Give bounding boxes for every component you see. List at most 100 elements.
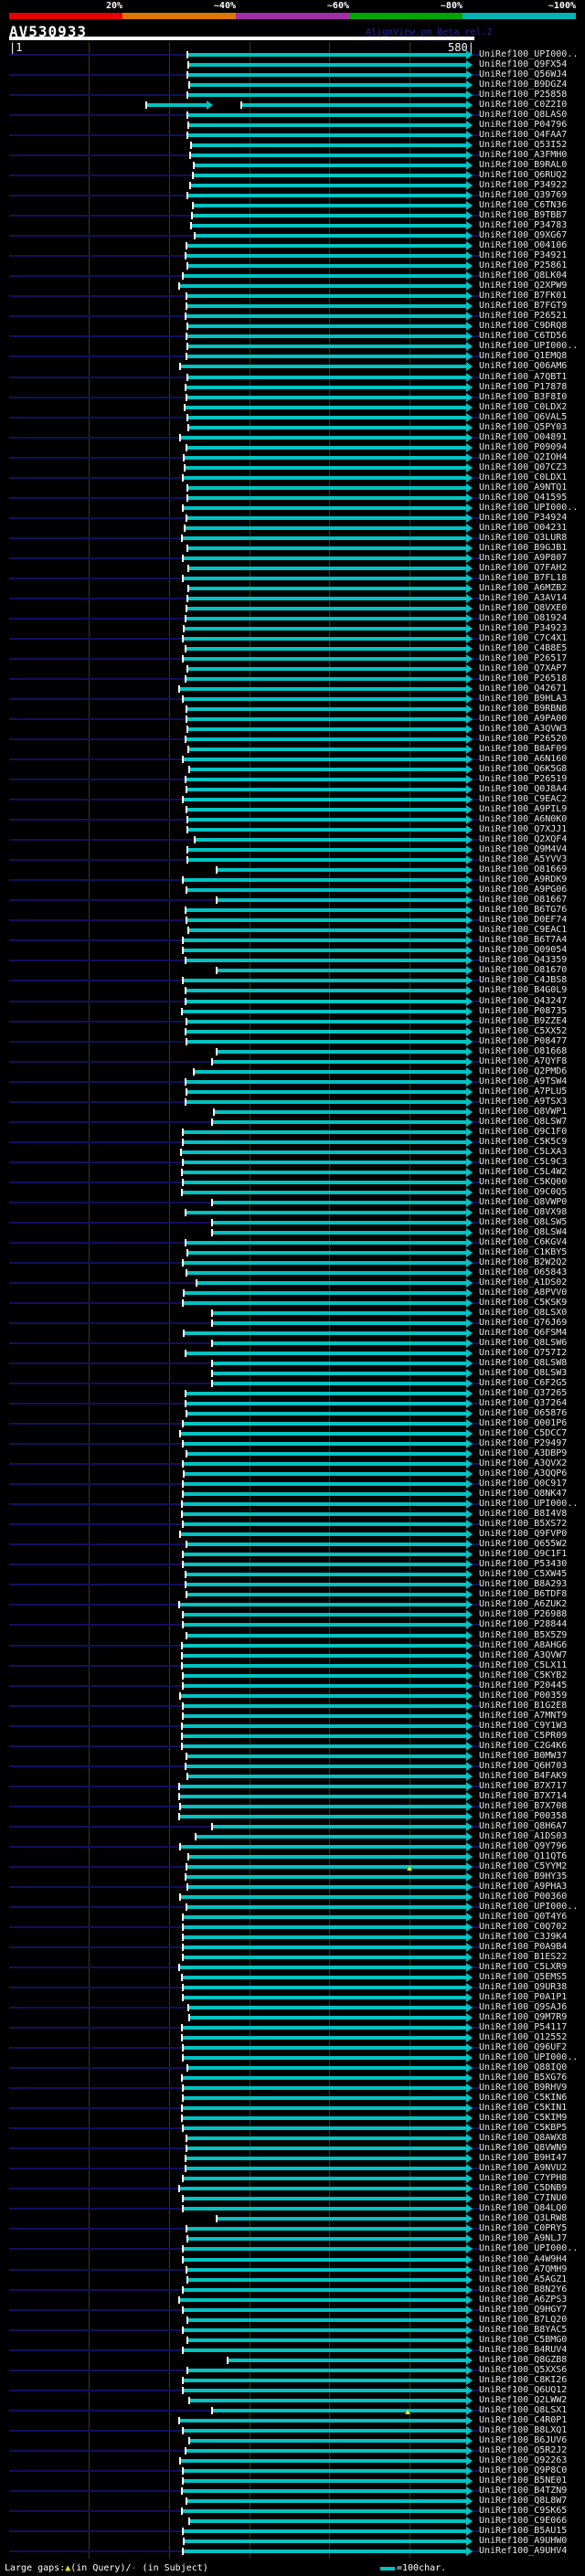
hit-bar[interactable] [189, 426, 466, 429]
hit-label[interactable]: UniRef100_Q8VWN9 [479, 2143, 568, 2153]
hit-label[interactable]: UniRef100_Q06AM6 [479, 361, 568, 371]
hit-label[interactable]: UniRef100_Q12552 [479, 2032, 568, 2042]
hit-bar[interactable] [213, 1321, 466, 1325]
hit-label[interactable]: UniRef100_A5YVV3 [479, 854, 568, 864]
hit-bar[interactable] [184, 878, 466, 882]
hit-bar[interactable] [190, 2519, 466, 2523]
hit-bar[interactable] [180, 284, 466, 288]
hit-label[interactable]: UniRef100_B9HI47 [479, 2153, 568, 2163]
hit-label[interactable]: UniRef100_D0EF74 [479, 915, 568, 925]
hit-label[interactable]: UniRef100_B5X5Z9 [479, 1630, 568, 1640]
hit-label[interactable]: UniRef100_Q8NK47 [479, 1489, 568, 1499]
hit-bar[interactable] [185, 456, 466, 460]
hit-label[interactable]: UniRef100_Q6RUQ2 [479, 170, 568, 180]
hit-bar[interactable] [186, 2157, 466, 2160]
hit-bar[interactable] [187, 2499, 466, 2503]
hit-label[interactable]: UniRef100_P00358 [479, 1811, 568, 1821]
hit-bar[interactable] [187, 304, 466, 308]
hit-bar[interactable] [183, 1191, 466, 1194]
hit-label[interactable]: UniRef100_UPI000.. [479, 1902, 579, 1912]
hit-label[interactable]: UniRef100_Q9XG67 [479, 230, 568, 240]
hit-label[interactable]: UniRef100_Q655W2 [479, 1539, 568, 1549]
hit-label[interactable]: UniRef100_C0Z2I0 [479, 100, 568, 110]
hit-label[interactable]: UniRef100_A6MZB2 [479, 583, 568, 593]
hit-label[interactable]: UniRef100_Q8VWP1 [479, 1107, 568, 1117]
hit-bar[interactable] [196, 838, 466, 842]
hit-bar[interactable] [192, 143, 466, 147]
hit-label[interactable]: UniRef100_Q8LK04 [479, 270, 568, 281]
hit-label[interactable]: UniRef100_C5KYB2 [479, 1670, 568, 1680]
hit-bar[interactable] [184, 577, 466, 580]
hit-bar[interactable] [185, 1331, 466, 1335]
hit-label[interactable]: UniRef100_B6T7A4 [479, 935, 568, 945]
hit-bar[interactable] [186, 2449, 466, 2453]
hit-bar[interactable] [180, 2298, 466, 2302]
hit-bar[interactable] [187, 888, 466, 892]
hit-bar[interactable] [147, 103, 207, 107]
hit-bar[interactable] [187, 788, 466, 791]
hit-label[interactable]: UniRef100_A8AHG6 [479, 1640, 568, 1650]
hit-bar[interactable] [181, 1432, 466, 1436]
hit-bar[interactable] [189, 747, 466, 751]
hit-label[interactable]: UniRef100_P09094 [479, 442, 568, 452]
hit-bar[interactable] [188, 848, 466, 852]
hit-label[interactable]: UniRef100_C5XX52 [479, 1026, 568, 1036]
hit-label[interactable]: UniRef100_P26517 [479, 653, 568, 663]
hit-label[interactable]: UniRef100_A7MNT9 [479, 1711, 568, 1721]
hit-bar[interactable] [187, 1090, 466, 1094]
hit-label[interactable]: UniRef100_C0PRY5 [479, 2223, 568, 2233]
hit-bar[interactable] [186, 1241, 466, 1245]
hit-bar[interactable] [184, 1915, 466, 1919]
hit-bar[interactable] [187, 1593, 466, 1596]
hit-label[interactable]: UniRef100_B9ZZE4 [479, 1016, 568, 1026]
hit-bar[interactable] [218, 2217, 466, 2221]
hit-label[interactable]: UniRef100_C9Y1W3 [479, 1721, 568, 1731]
hit-label[interactable]: UniRef100_A7QMH9 [479, 2264, 568, 2274]
hit-label[interactable]: UniRef100_B1G2E8 [479, 1701, 568, 1711]
hit-label[interactable]: UniRef100_B7FL18 [479, 573, 568, 583]
hit-bar[interactable] [188, 73, 466, 77]
hit-label[interactable]: UniRef100_Q9M7R9 [479, 2012, 568, 2022]
hit-label[interactable]: UniRef100_A7QBT1 [479, 372, 568, 382]
hit-bar[interactable] [180, 1603, 466, 1606]
hit-label[interactable]: UniRef100_B9HLA3 [479, 694, 568, 704]
hit-label[interactable]: UniRef100_C1KBY5 [479, 1247, 568, 1257]
hit-bar[interactable] [180, 1785, 466, 1788]
hit-label[interactable]: UniRef100_C5LXR9 [479, 1962, 568, 1972]
hit-label[interactable]: UniRef100_Q757I2 [479, 1348, 568, 1358]
hit-bar[interactable] [187, 1905, 466, 1909]
hit-label[interactable]: UniRef100_A3QQP6 [479, 1468, 568, 1479]
hit-label[interactable]: UniRef100_Q8VX98 [479, 1207, 568, 1217]
hit-bar[interactable] [186, 314, 466, 318]
hit-label[interactable]: UniRef100_C5KIM9 [479, 2113, 568, 2123]
hit-label[interactable]: UniRef100_B7X717 [479, 1781, 568, 1791]
hit-bar[interactable] [183, 2489, 466, 2493]
hit-bar[interactable] [183, 1976, 466, 1979]
hit-label[interactable]: UniRef100_B1ES22 [479, 1952, 568, 1962]
hit-label[interactable]: UniRef100_P53430 [479, 1559, 568, 1569]
hit-bar[interactable] [183, 1644, 466, 1648]
hit-bar[interactable] [184, 1442, 466, 1446]
hit-bar[interactable] [185, 2539, 466, 2543]
hit-label[interactable]: UniRef100_A9UHW0 [479, 2536, 568, 2546]
hit-label[interactable]: UniRef100_A3DBP9 [479, 1448, 568, 1458]
hit-bar[interactable] [184, 2258, 466, 2262]
hit-bar[interactable] [192, 224, 466, 228]
hit-bar[interactable] [182, 1150, 466, 1154]
hit-bar[interactable] [188, 264, 466, 268]
hit-bar[interactable] [186, 989, 466, 992]
hit-bar[interactable] [188, 2318, 466, 2322]
hit-label[interactable]: UniRef100_B0MW37 [479, 1751, 568, 1761]
hit-label[interactable]: UniRef100_Q7FAH2 [479, 563, 568, 573]
hit-label[interactable]: UniRef100_P17878 [479, 382, 568, 392]
hit-bar[interactable] [186, 1765, 466, 1768]
hit-bar[interactable] [188, 727, 466, 731]
hit-bar[interactable] [184, 1674, 466, 1678]
hit-bar[interactable] [181, 1805, 466, 1808]
hit-bar[interactable] [189, 2006, 466, 2009]
hit-bar[interactable] [188, 597, 466, 600]
hit-bar[interactable] [186, 1573, 466, 1576]
hit-bar[interactable] [184, 1563, 466, 1566]
hit-bar[interactable] [195, 1070, 466, 1074]
hit-bar[interactable] [194, 174, 466, 177]
